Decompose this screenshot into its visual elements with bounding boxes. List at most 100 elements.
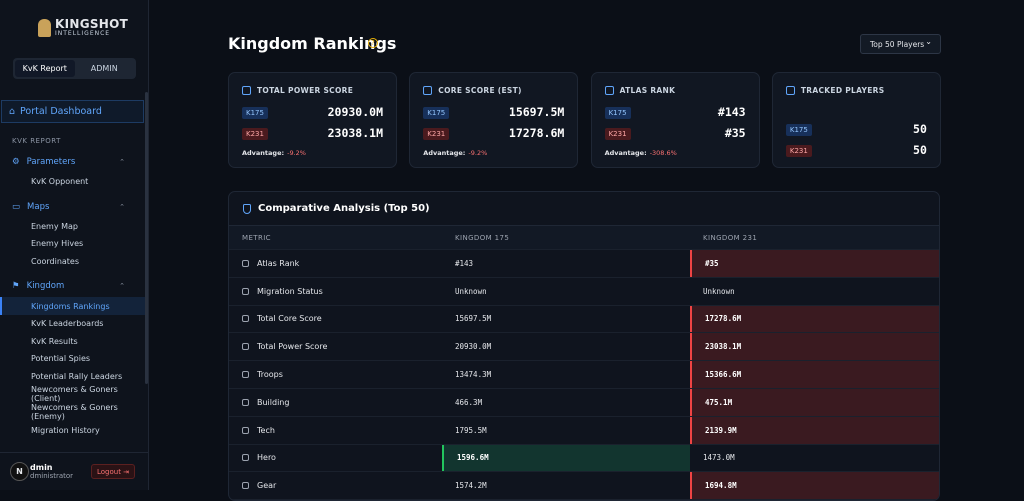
logout-button[interactable]: Logout ⇥	[91, 464, 135, 479]
column-header: METRIC	[242, 233, 271, 242]
metric-icon	[242, 287, 249, 295]
card-icon	[604, 86, 614, 95]
metric-name: Hero	[257, 453, 276, 463]
table-row: Total Power Score 20930.0M 23038.1M	[229, 333, 939, 362]
tab[interactable]: ADMIN	[90, 64, 118, 73]
sidebar: KINGSHOT INTELLIGENCE KvK Report ADMIN ⌂ Po…	[0, 0, 149, 490]
card-title: TRACKED PLAYERS	[785, 86, 885, 95]
value-cell: 1473.0M	[690, 445, 939, 472]
metric-cell: Total Core Score	[229, 306, 442, 333]
nav-item[interactable]: Newcomers & Goners (Client)	[31, 385, 118, 404]
card-icon	[242, 86, 251, 95]
value-cell: 13474.3M	[442, 361, 690, 388]
tab[interactable]: KvK Report	[15, 60, 75, 77]
card-value: 50	[913, 122, 927, 136]
value: 15697.5M	[455, 314, 492, 324]
value: 17278.6M	[705, 314, 742, 324]
nav-item[interactable]: Newcomers & Goners (Enemy)	[31, 403, 118, 422]
advantage: Advantage: -9.2%	[242, 149, 306, 157]
nav-item[interactable]: Potential Rally Leaders	[31, 372, 123, 382]
nav-item[interactable]: Migration History	[31, 425, 100, 435]
metric-cell: Building	[229, 389, 442, 416]
value-cell: 20930.0M	[442, 333, 690, 360]
metric-name: Atlas Rank	[257, 258, 300, 268]
value: 1596.6M	[457, 453, 489, 463]
analysis-panel: Comparative Analysis (Top 50) METRIC KING…	[228, 191, 940, 501]
group-icon: ⚙	[12, 157, 20, 167]
group-icon: ⚑	[12, 281, 20, 292]
value: 23038.1M	[705, 342, 742, 352]
group-icon: ▭	[12, 201, 21, 212]
value: #35	[705, 258, 719, 268]
nav-item[interactable]: Coordinates	[31, 257, 80, 267]
group-label: Maps	[27, 201, 50, 212]
kingdom-tag: K175	[242, 107, 268, 119]
value-cell: 1596.6M	[442, 444, 690, 472]
logo-icon	[38, 18, 51, 37]
nav-item[interactable]: KvK Leaderboards	[31, 319, 104, 329]
advantage-label: Advantage:	[604, 149, 647, 157]
value: 1795.5M	[455, 425, 487, 435]
metric-name: Troops	[257, 370, 283, 380]
panel-title: Comparative Analysis (Top 50)	[258, 203, 430, 214]
chevron: ⌃	[119, 202, 125, 211]
portal-link[interactable]: ⌂ Portal Dashboard	[1, 100, 144, 123]
card-title: CORE SCORE (EST)	[423, 86, 521, 95]
card-icon	[423, 86, 433, 95]
table-row: Migration Status Unknown Unknown	[229, 278, 939, 306]
value: Unknown	[455, 286, 487, 296]
metric-icon	[242, 454, 249, 462]
nav-group[interactable]: ⚑ Kingdom ⌃	[0, 275, 145, 297]
metric-icon	[242, 426, 249, 434]
advantage-value: -9.2%	[468, 149, 488, 157]
value: 466.3M	[455, 397, 483, 407]
nav: ⌂ Portal Dashboard KVK REPORT ⚙ Parameters ⌃ K…	[0, 100, 145, 444]
value: Unknown	[703, 286, 735, 296]
value: 475.1M	[705, 397, 733, 407]
column-header: KINGDOM 231	[703, 233, 758, 242]
advantage-value: -308.6%	[649, 149, 677, 157]
nav-group[interactable]: ▭ Maps ⌃	[0, 196, 145, 218]
card-title: TOTAL POWER SCORE	[242, 86, 353, 95]
value: 2139.9M	[705, 425, 737, 435]
group-label: Parameters	[26, 157, 76, 167]
nav-item[interactable]: Kingdoms Rankings	[0, 297, 145, 315]
help-icon[interactable]: ?	[368, 38, 378, 48]
table-row: Tech 1795.5M 2139.9M	[229, 416, 939, 445]
value-cell: Unknown	[690, 278, 939, 305]
nav-item[interactable]: Enemy Map	[31, 221, 78, 231]
advantage-value: -9.2%	[287, 149, 306, 157]
scrollbar[interactable]	[145, 92, 148, 384]
table-header: METRIC KINGDOM 175 KINGDOM 231	[229, 226, 939, 250]
logout-label: Logout	[96, 467, 121, 476]
card-title-text: TRACKED PLAYERS	[800, 86, 885, 95]
logo: KINGSHOT INTELLIGENCE	[38, 18, 128, 37]
stat-card: TRACKED PLAYERS K175 50 K231 50	[771, 72, 941, 168]
panel-header: Comparative Analysis (Top 50)	[229, 192, 939, 226]
metric-icon	[242, 398, 249, 406]
kingdom-tag: K231	[604, 128, 631, 140]
table-row: Total Core Score 15697.5M 17278.6M	[229, 305, 939, 334]
value: 20930.0M	[455, 342, 492, 352]
page-title: Kingdom Rankings	[228, 34, 397, 53]
home-icon: ⌂	[9, 106, 16, 117]
chevron: ⌃	[119, 282, 125, 291]
stat-card: ATLAS RANK K175 #143 K231 #35 Advantage: -308.…	[590, 72, 760, 168]
advantage: Advantage: -9.2%	[423, 149, 487, 157]
metric-icon	[242, 259, 249, 267]
card-title-text: TOTAL POWER SCORE	[257, 86, 354, 95]
nav-item[interactable]: KvK Opponent	[31, 177, 89, 187]
brand-sub: INTELLIGENCE	[55, 30, 111, 37]
user-box: N dmin dministrator Logout ⇥	[0, 452, 149, 490]
kingdom-tag: K231	[423, 128, 450, 140]
metric-cell: Troops	[229, 361, 442, 388]
nav-item[interactable]: KvK Results	[31, 336, 78, 346]
advantage-label: Advantage:	[242, 149, 285, 157]
nav-item[interactable]: Potential Spies	[31, 354, 91, 364]
nav-item[interactable]: Enemy Hives	[31, 239, 84, 249]
card-value: #143	[717, 105, 746, 119]
nav-group[interactable]: ⚙ Parameters ⌃	[0, 151, 145, 173]
metric-name: Tech	[257, 425, 275, 435]
filter-dropdown[interactable]: Top 50 Players	[860, 34, 941, 54]
metric-cell: Gear	[229, 472, 442, 499]
